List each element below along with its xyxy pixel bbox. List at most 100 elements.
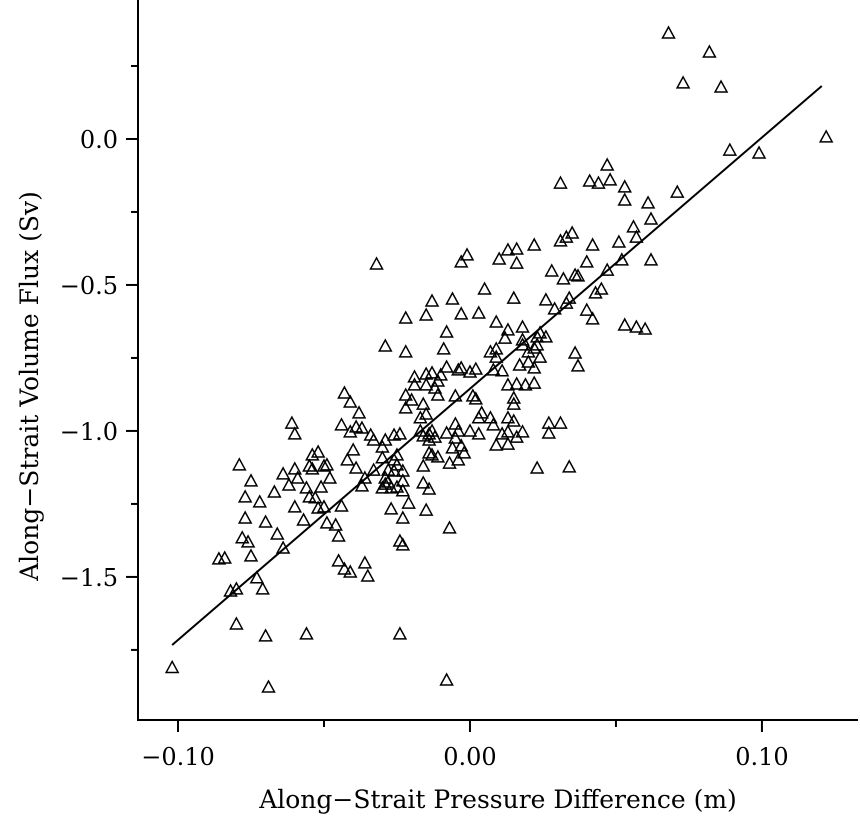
data-point-triangle [386, 463, 402, 477]
data-point-triangle [415, 458, 431, 472]
data-point-triangle [418, 406, 434, 420]
data-point-triangle [515, 424, 530, 438]
data-point-triangle [594, 281, 609, 295]
data-point-triangle [366, 462, 381, 476]
data-point-triangle [398, 310, 414, 324]
data-point-triangle [500, 410, 516, 424]
data-point-triangle [518, 377, 533, 391]
data-point-triangle [237, 510, 253, 524]
data-point-triangle [261, 679, 276, 693]
data-point-triangle [302, 489, 317, 503]
data-point-triangle [337, 561, 352, 575]
data-point-triangle [494, 363, 510, 377]
data-point-triangle [547, 301, 562, 315]
data-point-triangle [515, 337, 530, 351]
data-point-triangle [240, 534, 256, 548]
data-point-triangle [232, 457, 247, 471]
y-tick-label: −0.5 [60, 272, 118, 300]
data-point-triangle [529, 337, 545, 351]
data-point-triangle [626, 219, 641, 233]
data-point-triangle [629, 319, 644, 333]
data-point-triangle [506, 396, 522, 410]
x-tick-label: 0.10 [735, 743, 788, 771]
data-point-triangle [243, 473, 259, 487]
x-tick-label: −0.10 [141, 743, 215, 771]
data-point-triangle [243, 548, 259, 562]
data-point-triangle [342, 394, 358, 408]
data-point-triangle [526, 360, 542, 374]
data-point-triangle [378, 338, 393, 352]
data-point-triangle [424, 447, 440, 461]
data-point-triangle [342, 564, 358, 578]
regression-line [171, 85, 823, 646]
y-axis-title: Along−Strait Volume Flux (Sv) [15, 191, 44, 582]
data-point-triangle [818, 129, 834, 143]
data-point-triangle [313, 479, 329, 493]
data-point-triangle [342, 424, 358, 438]
data-point-triangle [413, 423, 428, 437]
data-point-triangle [617, 179, 632, 193]
data-point-triangle [424, 293, 440, 307]
data-point-triangle [488, 437, 504, 451]
data-point-triangle [407, 369, 422, 383]
data-point-triangle [553, 415, 568, 429]
data-point-triangle [483, 344, 498, 358]
data-point-triangle [270, 526, 285, 540]
y-tick-label: −1.5 [60, 564, 118, 592]
data-point-triangle [415, 396, 431, 410]
data-point-triangle [599, 262, 615, 276]
data-point-triangle [383, 501, 399, 515]
data-point-triangle [427, 429, 443, 443]
data-point-triangle [640, 195, 656, 209]
data-point-triangle [515, 332, 530, 346]
data-point-triangle [442, 455, 457, 469]
data-point-triangle [506, 290, 522, 304]
data-points [164, 25, 834, 693]
data-point-triangle [448, 388, 463, 402]
data-point-triangle [395, 510, 411, 524]
data-point-triangle [497, 330, 513, 344]
data-point-triangle [471, 426, 486, 440]
data-point-triangle [486, 417, 501, 431]
data-point-triangle [629, 229, 644, 243]
data-point-triangle [579, 254, 595, 268]
data-point-triangle [456, 445, 472, 459]
data-point-triangle [415, 475, 431, 489]
data-point-triangle [448, 430, 463, 444]
data-point-triangle [421, 432, 437, 446]
data-point-triangle [375, 480, 390, 494]
data-point-triangle [585, 237, 600, 251]
data-point-triangle [500, 242, 516, 256]
data-point-triangle [351, 405, 367, 419]
data-point-triangle [538, 329, 554, 343]
data-point-triangle [211, 551, 227, 565]
data-point-triangle [357, 555, 373, 569]
data-point-triangle [439, 672, 454, 686]
data-point-triangle [702, 44, 717, 58]
data-point-triangle [287, 426, 303, 440]
data-point-triangle [395, 537, 411, 551]
data-point-triangle [500, 377, 516, 391]
data-point-triangle [331, 553, 346, 567]
data-point-triangle [541, 415, 557, 429]
data-point-triangle [395, 483, 411, 497]
data-point-triangle [237, 489, 253, 503]
data-point-triangle [617, 317, 632, 331]
data-point-triangle [267, 484, 282, 498]
data-point-triangle [398, 344, 414, 358]
data-point-triangle [337, 385, 352, 399]
data-point-triangle [561, 459, 577, 473]
data-point-triangle [439, 324, 454, 338]
data-point-triangle [570, 268, 586, 282]
data-point-triangle [383, 480, 399, 494]
data-point-triangle [462, 423, 478, 437]
data-point-triangle [506, 413, 522, 427]
axes [137, 0, 858, 721]
data-point-triangle [611, 234, 627, 248]
data-point-triangle [360, 568, 376, 582]
data-point-triangle [319, 515, 335, 529]
data-point-triangle [570, 358, 586, 372]
data-point-triangle [509, 376, 524, 390]
data-point-triangle [491, 251, 507, 265]
